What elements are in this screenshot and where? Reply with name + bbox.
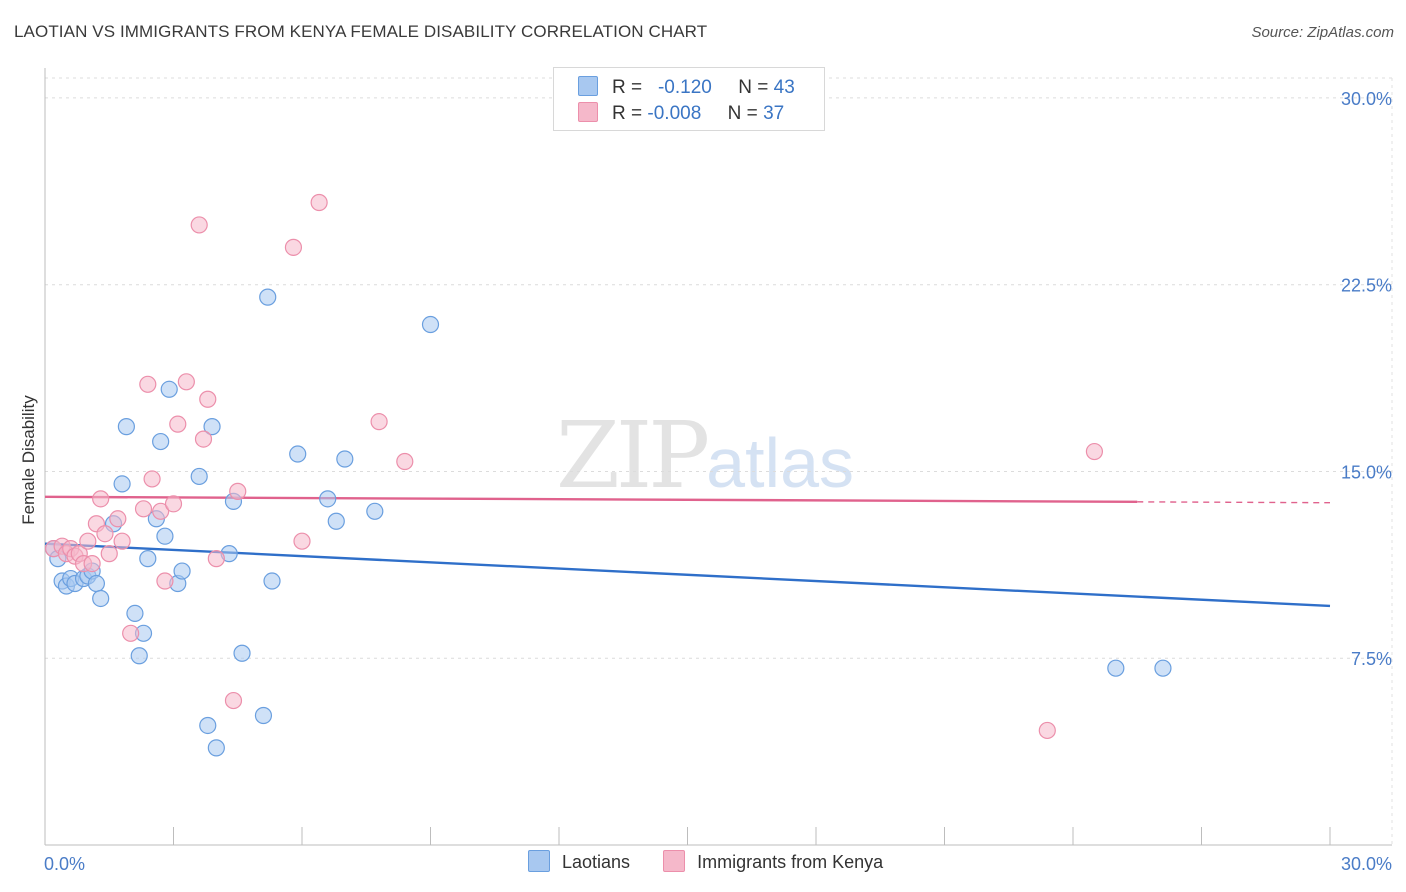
- point-laotians: [130, 647, 148, 665]
- legend-label: Laotians: [562, 852, 631, 872]
- point-kenya: [164, 495, 183, 513]
- legend-label: Immigrants from Kenya: [697, 852, 884, 872]
- point-kenya: [156, 572, 174, 590]
- point-laotians: [327, 512, 345, 530]
- point-laotians: [203, 418, 221, 436]
- point-kenya: [169, 415, 187, 433]
- point-laotians: [289, 445, 307, 463]
- legend-row-kenya: R = -0.008 N = 37: [578, 102, 784, 126]
- point-kenya: [1038, 721, 1056, 740]
- legend-item-laotians: Laotians: [528, 850, 630, 873]
- legend-swatch-laotians: [578, 76, 598, 96]
- point-laotians: [199, 716, 217, 735]
- legend-row-laotians: R = -0.120 N = 43: [578, 76, 795, 100]
- point-laotians: [92, 589, 110, 608]
- trend-lines: [44, 495, 1331, 608]
- legend-n-value: 43: [773, 77, 795, 98]
- legend-r-label: R =: [612, 103, 643, 124]
- point-kenya: [134, 500, 153, 518]
- chart-title: LAOTIAN VS IMMIGRANTS FROM KENYA FEMALE …: [14, 22, 708, 41]
- point-kenya: [100, 545, 118, 563]
- legend-swatch-kenya: [663, 850, 686, 872]
- point-kenya: [96, 525, 114, 543]
- y-tick-label: 22.5%: [1341, 276, 1392, 296]
- legend-n-label: N =: [738, 77, 769, 98]
- point-kenya: [284, 238, 303, 256]
- legend-n-value: 37: [763, 103, 785, 124]
- point-kenya: [139, 375, 157, 393]
- point-kenya: [83, 555, 101, 573]
- point-kenya: [229, 482, 247, 500]
- point-kenya: [194, 430, 213, 448]
- point-kenya: [113, 532, 131, 550]
- point-kenya: [224, 691, 243, 710]
- point-kenya: [310, 193, 328, 212]
- y-tick-label: 7.5%: [1351, 649, 1392, 669]
- series-legend: Laotians Immigrants from Kenya: [528, 850, 911, 873]
- point-laotians: [1107, 659, 1125, 677]
- point-laotians: [160, 380, 178, 398]
- legend-swatch-laotians: [528, 850, 550, 872]
- watermark: ZIPatlas: [556, 402, 854, 509]
- point-laotians: [263, 572, 281, 590]
- stats-legend: R = -0.120 N = 43 R = -0.008 N = 37: [553, 67, 825, 131]
- point-laotians: [1154, 659, 1172, 677]
- point-laotians: [259, 288, 277, 306]
- point-laotians: [117, 418, 135, 436]
- point-laotians: [113, 475, 131, 493]
- point-kenya: [207, 550, 225, 568]
- x-tick-label: 30.0%: [1341, 854, 1392, 874]
- point-laotians: [190, 467, 208, 486]
- point-laotians: [254, 706, 273, 725]
- source-credit: Source: ZipAtlas.com: [1251, 24, 1394, 41]
- trend-line-kenya: [44, 495, 1138, 504]
- legend-r-label: R =: [612, 77, 643, 98]
- watermark-atlas: atlas: [706, 424, 855, 502]
- point-kenya: [177, 373, 195, 391]
- point-laotians: [126, 604, 144, 623]
- watermark-zip: ZIP: [556, 402, 710, 509]
- point-laotians: [152, 432, 170, 451]
- point-laotians: [336, 450, 354, 468]
- legend-r-value: -0.120: [657, 77, 712, 98]
- axes: [44, 68, 1392, 846]
- point-kenya: [199, 390, 217, 408]
- legend-swatch-kenya: [578, 102, 598, 122]
- y-tick-label: 30.0%: [1341, 89, 1392, 109]
- point-kenya: [1085, 442, 1104, 461]
- point-laotians: [139, 550, 157, 568]
- point-kenya: [152, 502, 170, 520]
- trend-line-laotians: [44, 542, 1331, 608]
- point-laotians: [173, 562, 191, 580]
- point-kenya: [396, 452, 414, 471]
- x-tick-label: 0.0%: [44, 854, 85, 874]
- point-kenya: [293, 532, 311, 550]
- point-laotians: [207, 739, 225, 757]
- tick-labels: 7.5% 15.0% 22.5% 30.0% 0.0% 30.0%: [44, 89, 1392, 874]
- point-laotians: [366, 502, 384, 520]
- legend-item-kenya: Immigrants from Kenya: [663, 850, 883, 873]
- point-laotians: [156, 527, 174, 545]
- point-laotians: [87, 574, 106, 593]
- point-laotians: [233, 644, 251, 662]
- point-kenya: [190, 216, 208, 234]
- point-kenya: [143, 470, 161, 488]
- data-points: [44, 193, 1172, 757]
- point-laotians: [319, 490, 337, 508]
- y-axis-title: Female Disability: [19, 395, 38, 525]
- point-kenya: [122, 624, 140, 642]
- point-kenya: [79, 532, 97, 550]
- point-kenya: [109, 510, 127, 528]
- trend-line-kenya-extension: [1137, 501, 1331, 504]
- point-kenya: [92, 490, 110, 508]
- legend-r-value: -0.008: [647, 103, 702, 124]
- legend-n-label: N =: [727, 103, 758, 124]
- grid-lines: [45, 77, 1393, 845]
- point-laotians: [421, 315, 440, 334]
- y-tick-label: 15.0%: [1341, 462, 1392, 482]
- point-kenya: [370, 413, 388, 431]
